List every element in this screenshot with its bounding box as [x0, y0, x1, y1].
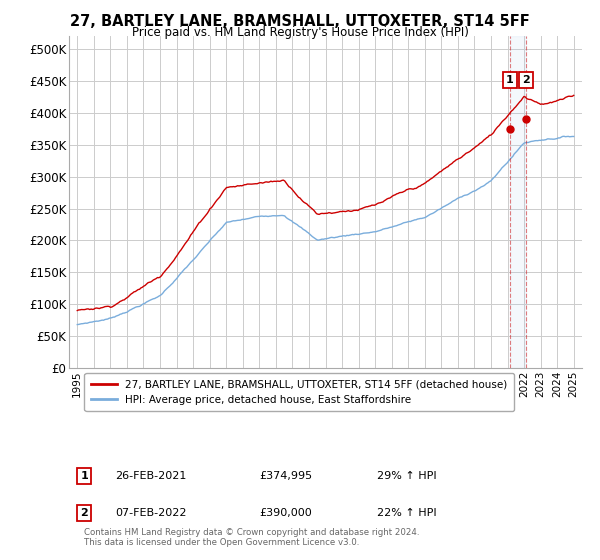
Text: 22% ↑ HPI: 22% ↑ HPI [377, 508, 436, 519]
Text: 29% ↑ HPI: 29% ↑ HPI [377, 471, 436, 481]
Text: 2: 2 [522, 74, 530, 85]
Text: Price paid vs. HM Land Registry's House Price Index (HPI): Price paid vs. HM Land Registry's House … [131, 26, 469, 39]
Text: 2: 2 [80, 508, 88, 519]
Text: Contains HM Land Registry data © Crown copyright and database right 2024.
This d: Contains HM Land Registry data © Crown c… [85, 528, 420, 547]
Text: £390,000: £390,000 [259, 508, 311, 519]
Text: 26-FEB-2021: 26-FEB-2021 [115, 471, 187, 481]
Text: £374,995: £374,995 [259, 471, 312, 481]
Text: 1: 1 [506, 74, 514, 85]
Text: 27, BARTLEY LANE, BRAMSHALL, UTTOXETER, ST14 5FF: 27, BARTLEY LANE, BRAMSHALL, UTTOXETER, … [70, 14, 530, 29]
Bar [510, 36, 526, 368]
Text: 1: 1 [80, 471, 88, 481]
Legend: 27, BARTLEY LANE, BRAMSHALL, UTTOXETER, ST14 5FF (detached house), HPI: Average : 27, BARTLEY LANE, BRAMSHALL, UTTOXETER, … [85, 373, 514, 411]
Text: 07-FEB-2022: 07-FEB-2022 [115, 508, 187, 519]
